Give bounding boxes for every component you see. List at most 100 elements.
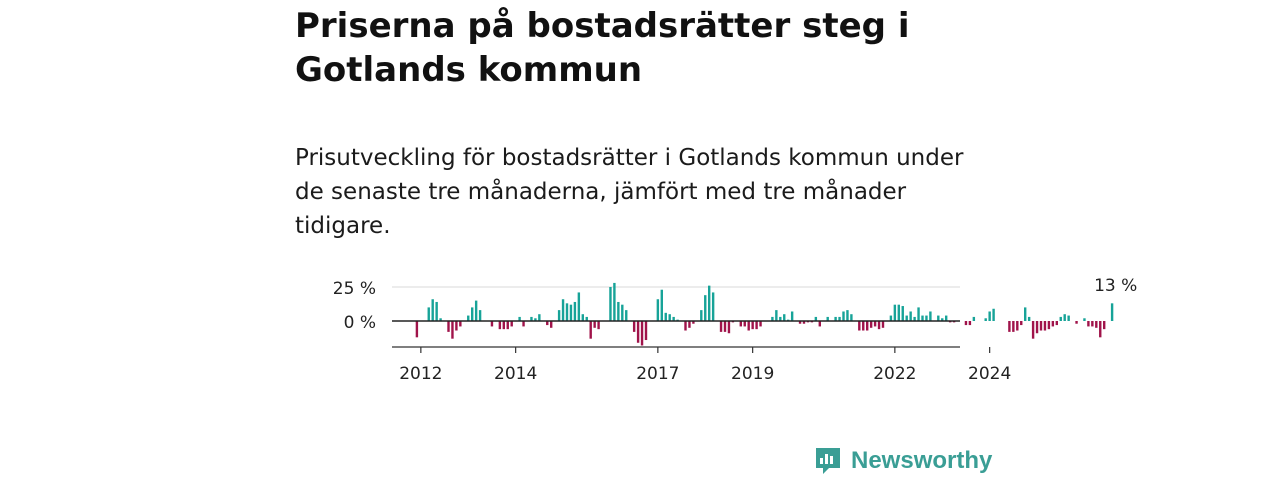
bar [711,292,715,321]
bar [1008,321,1011,332]
bar-series [415,282,1114,346]
bar [550,321,553,328]
bar [1059,316,1062,321]
bar [700,310,703,321]
brand-name: Newsworthy [851,447,993,474]
bar [518,316,521,321]
last-value-label: 13 % [1094,276,1137,296]
bar [490,321,494,327]
bar [585,316,588,321]
bar [478,310,482,321]
bar [546,321,549,326]
bar [597,321,600,330]
bar [609,287,612,321]
bar [506,321,509,330]
bar [561,299,565,321]
bar [708,285,711,321]
bar [869,321,873,328]
bar [660,289,663,321]
bar [672,316,675,321]
bar [617,301,620,321]
bar [589,321,592,339]
bar [802,321,806,324]
bar [755,321,758,330]
bar [739,321,742,327]
bar [1031,321,1035,339]
bar [1043,321,1047,331]
bar [751,321,754,330]
bar [858,321,861,331]
bar [984,318,987,321]
bar [1047,321,1051,330]
bar [866,321,869,331]
bar [826,316,829,321]
bar [743,321,746,327]
bar [909,311,912,321]
bar [1055,321,1058,326]
bar [471,307,474,321]
bar [581,314,584,321]
bar [704,295,707,321]
bar [427,307,430,321]
tick-labels: 0 % 25 % 2012 2014 2017 2019 2022 2024 13 % [333,276,1138,384]
newsworthy-logo-icon [816,448,840,474]
bar [632,321,636,332]
bar [901,306,904,321]
bar [862,321,865,331]
bar [783,314,786,321]
bar [522,321,525,327]
bar [1063,314,1066,321]
bar [431,299,434,321]
y-tick-label: 25 % [333,279,376,299]
brand: Newsworthy [814,446,992,476]
bar [593,321,596,328]
bar [964,321,968,326]
bar [846,310,849,321]
bar [534,318,537,321]
bar [968,321,972,326]
bar [688,321,691,328]
bar [775,310,778,321]
chart-subtitle: Prisutveckling för bostadsrätter i Gotla… [295,145,964,239]
bar [1024,307,1027,321]
bar [415,321,419,338]
bar [1020,321,1023,326]
bar [577,292,581,321]
bar [474,300,478,321]
axes [392,320,991,353]
x-tick-label: 2012 [399,364,442,384]
bar [941,318,944,321]
bar [1035,321,1039,334]
bar [656,299,660,321]
bar [759,321,762,327]
bar [723,321,727,332]
bar [838,316,841,321]
bar [834,316,837,321]
bar [925,315,928,321]
bar [557,310,561,321]
bar [771,316,774,321]
bar [640,321,644,346]
bar [850,314,853,321]
bar [668,314,671,321]
bar [1075,321,1078,324]
bar [921,315,924,321]
bar [1083,318,1086,321]
bar [451,321,454,339]
x-tick-label: 2024 [968,364,1011,384]
y-tick-label: 0 % [344,313,376,333]
bar [893,304,897,321]
bar [1091,321,1094,327]
bar [1027,316,1031,321]
bar [684,321,687,331]
bar [747,321,750,331]
x-tick-label: 2022 [873,364,916,384]
bar [644,321,648,341]
bar [455,321,458,331]
bar [988,311,991,321]
bar [459,321,462,327]
bar [538,314,541,321]
bar [727,321,731,334]
bar [905,315,908,321]
